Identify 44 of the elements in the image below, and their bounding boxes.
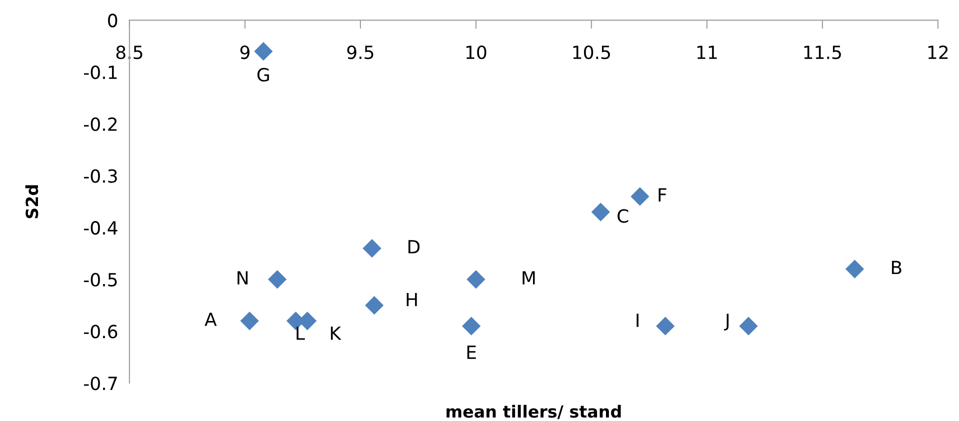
annotation: A <box>204 312 217 326</box>
point <box>591 202 610 222</box>
point <box>656 316 675 336</box>
annotation: E <box>467 346 476 359</box>
point <box>462 316 481 336</box>
y-tick-label: 0 <box>108 14 118 28</box>
y-tick-label: -0.7 <box>84 376 117 390</box>
point <box>254 42 273 61</box>
annotation: C <box>618 209 628 223</box>
annotation: B <box>892 260 902 274</box>
x-tick-label: 12 <box>928 46 948 59</box>
x-tick-label: 9.5 <box>347 46 374 60</box>
y-tick-label: -0.6 <box>84 324 118 338</box>
x-tick-label: 8.5 <box>116 46 142 60</box>
point <box>268 270 287 289</box>
y-axis-title: S2d <box>25 185 38 218</box>
annotation: G <box>257 68 269 82</box>
point <box>739 316 758 336</box>
annotation: I <box>636 314 638 327</box>
annotation: D <box>408 240 420 254</box>
annotation: N <box>238 271 248 284</box>
y-tick-label: -0.2 <box>84 117 117 132</box>
x-tick-label: 11.5 <box>804 46 841 60</box>
point <box>240 312 259 330</box>
point <box>466 270 486 289</box>
y-tick-label: -0.3 <box>84 169 117 183</box>
annotation: J <box>724 314 729 331</box>
annotation: K <box>330 326 342 340</box>
point <box>362 239 382 258</box>
x-tick-label: 9 <box>240 46 250 60</box>
point <box>630 187 650 206</box>
y-tick-label: -0.5 <box>84 272 117 287</box>
point <box>845 260 864 278</box>
x-axis-title: mean tillers/ stand <box>446 404 621 420</box>
x-tick-label: 11 <box>697 46 717 59</box>
annotation: H <box>406 292 417 306</box>
y-tick-label: -0.1 <box>84 66 117 80</box>
point <box>364 296 384 315</box>
y-tick-label: -0.4 <box>84 221 118 235</box>
annotation: L <box>296 326 305 340</box>
x-tick-label: 10.5 <box>573 46 610 60</box>
annotation: M <box>522 271 535 284</box>
x-tick-label: 10 <box>466 46 486 60</box>
annotation: F <box>658 188 666 202</box>
